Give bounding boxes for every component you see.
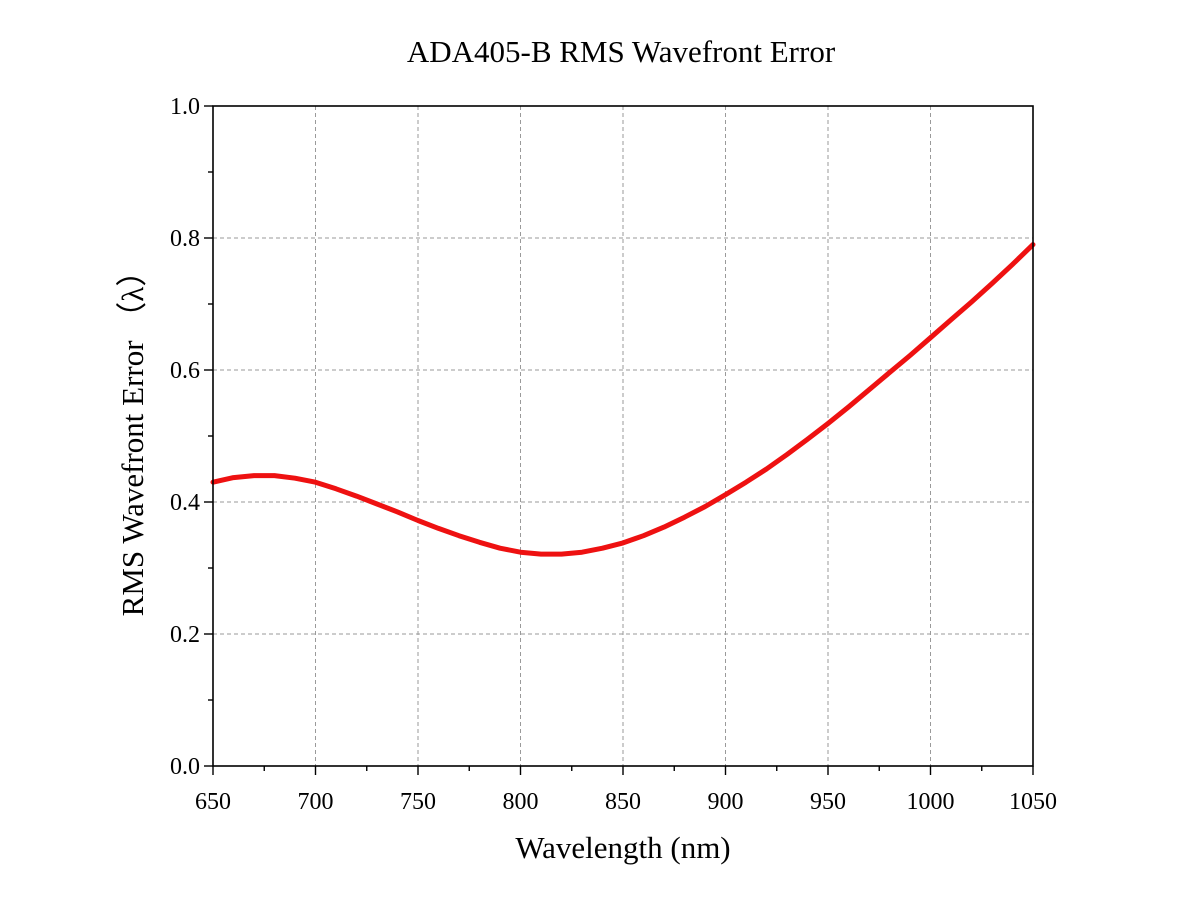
y-axis-label: RMS Wavefront Error （λ）	[115, 256, 150, 617]
series-line	[210, 242, 1036, 557]
x-tick-label: 650	[195, 789, 231, 815]
y-tick-label: 0.6	[170, 358, 200, 384]
ticks-group	[204, 105, 1034, 775]
y-tick-labels: 0.0 0.2 0.4 0.6 0.8 1.0	[170, 94, 200, 780]
data-series-group	[210, 242, 1036, 557]
x-tick-label: 850	[605, 789, 641, 815]
x-tick-label: 800	[503, 789, 539, 815]
y-tick-label: 0.4	[170, 490, 200, 516]
y-tick-label: 0.0	[170, 754, 200, 780]
x-axis-label: Wavelength (nm)	[515, 830, 730, 865]
grid-group	[213, 106, 1033, 766]
x-tick-label: 1050	[1009, 789, 1057, 815]
y-tick-label: 0.2	[170, 622, 200, 648]
x-tick-label: 1000	[907, 789, 955, 815]
chart-title: ADA405-B RMS Wavefront Error	[407, 34, 836, 69]
x-tick-label: 900	[708, 789, 744, 815]
x-tick-label: 950	[810, 789, 846, 815]
y-tick-label: 1.0	[170, 94, 200, 120]
x-tick-labels: 650 700 750 800 850 900 950 1000 1050	[195, 789, 1057, 815]
x-tick-label: 700	[298, 789, 334, 815]
x-tick-label: 750	[400, 789, 436, 815]
y-tick-label: 0.8	[170, 226, 200, 252]
